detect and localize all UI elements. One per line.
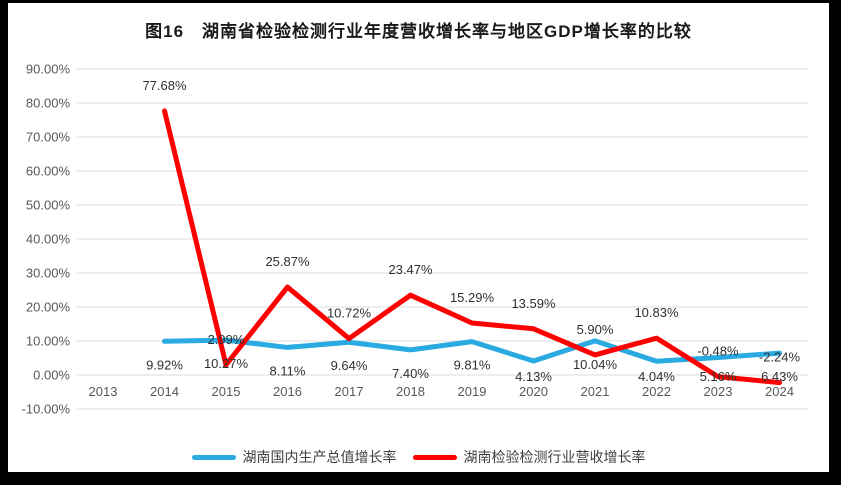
y-tick-label: 90.00% [26, 62, 71, 77]
y-tick-label: -10.00% [22, 402, 71, 417]
data-label: 8.11% [270, 363, 306, 378]
y-tick-label: 30.00% [26, 266, 71, 281]
y-tick-label: 60.00% [26, 164, 71, 179]
legend-label-gdp-growth: 湖南国内生产总值增长率 [242, 449, 397, 465]
line-chart-plot: -10.00% 0.00% 10.00% 20.00% 30.00% 40.00% 50.0… [22, 62, 808, 417]
data-label: 9.81% [454, 358, 491, 373]
data-label: 5.16% [700, 369, 737, 384]
data-label: 5.90% [577, 322, 614, 337]
data-label: 10.04% [573, 357, 618, 372]
series-line-0 [162, 337, 782, 364]
y-tick-label: 20.00% [26, 300, 71, 315]
x-tick-label: 2020 [519, 384, 548, 399]
data-label: -0.48% [697, 344, 739, 359]
chart-title: 图16 湖南省检验检测行业年度营收增长率与地区GDP增长率的比较 [145, 22, 692, 41]
series-line-1 [162, 108, 782, 386]
data-label: 7.40% [392, 366, 429, 381]
chart-legend: 湖南国内生产总值增长率 湖南检验检测行业营收增长率 [8, 448, 829, 466]
data-label: -2.24% [759, 350, 801, 365]
x-tick-label: 2022 [642, 384, 671, 399]
legend-item-industry-revenue-growth: 湖南检验检测行业营收增长率 [412, 447, 646, 467]
legend-label-industry-revenue-growth: 湖南检验检测行业营收增长率 [463, 449, 646, 465]
data-label: 77.68% [142, 78, 187, 93]
x-tick-label: 2019 [458, 384, 487, 399]
x-tick-label: 2023 [704, 384, 733, 399]
data-label: 6.43% [761, 369, 798, 384]
data-label: 4.13% [515, 369, 552, 384]
data-label: 9.64% [331, 358, 368, 373]
legend-swatch-gdp-growth [191, 454, 236, 460]
y-tick-label: 80.00% [26, 96, 71, 111]
data-label: 2.99% [208, 332, 245, 347]
y-tick-label: 50.00% [26, 198, 71, 213]
x-tick-label: 2018 [396, 384, 425, 399]
data-label: 4.04% [638, 369, 675, 384]
data-label: 10.72% [327, 306, 372, 321]
y-tick-label: 10.00% [26, 334, 71, 349]
data-label: 25.87% [265, 254, 310, 269]
x-tick-label: 2017 [335, 384, 364, 399]
data-label: 23.47% [388, 262, 433, 277]
x-tick-label: 2021 [581, 384, 610, 399]
x-tick-label: 2015 [212, 384, 241, 399]
data-label: 10.83% [634, 305, 679, 320]
y-tick-label: 40.00% [26, 232, 71, 247]
data-label: 15.29% [450, 290, 495, 305]
legend-swatch-industry-revenue-growth [412, 454, 457, 460]
data-label: 10.27% [204, 356, 249, 371]
x-tick-label: 2024 [765, 384, 794, 399]
data-label: 13.59% [511, 296, 556, 311]
legend-item-gdp-growth: 湖南国内生产总值增长率 [191, 447, 397, 467]
x-tick-label: 2014 [150, 384, 179, 399]
y-tick-label: 0.00% [33, 368, 70, 383]
y-tick-label: 70.00% [26, 130, 71, 145]
chart-canvas: 图16 湖南省检验检测行业年度营收增长率与地区GDP增长率的比较 -10.00%… [8, 3, 829, 472]
x-tick-label: 2013 [89, 384, 118, 399]
data-label: 9.92% [146, 357, 183, 372]
x-tick-label: 2016 [273, 384, 302, 399]
